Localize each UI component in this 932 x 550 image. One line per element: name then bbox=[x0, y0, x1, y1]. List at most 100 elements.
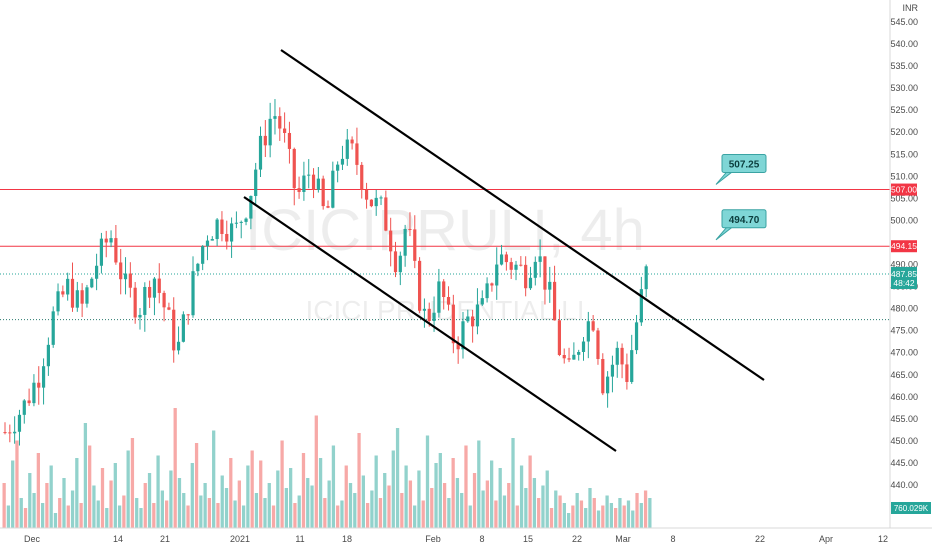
trendlines[interactable] bbox=[243, 49, 765, 452]
volume-bar bbox=[160, 490, 164, 528]
candle-body bbox=[56, 291, 60, 312]
volume-bar bbox=[464, 445, 468, 528]
time-tick-label: Mar bbox=[615, 534, 631, 544]
volume-bar bbox=[254, 493, 259, 528]
candle-body bbox=[128, 273, 132, 288]
candle-body bbox=[123, 273, 128, 280]
volume-bar bbox=[592, 498, 596, 528]
candle-body bbox=[22, 400, 26, 415]
volume-bar bbox=[241, 505, 246, 528]
volume-bar bbox=[169, 470, 173, 528]
time-tick-label: 22 bbox=[755, 534, 765, 544]
candle-body bbox=[307, 174, 311, 176]
candle-body bbox=[577, 351, 581, 355]
candle-body bbox=[422, 308, 427, 311]
candle-body bbox=[321, 178, 325, 207]
volume-bar bbox=[207, 498, 212, 528]
volume-bar bbox=[340, 500, 344, 528]
volume-bar bbox=[344, 465, 348, 528]
candle-body bbox=[369, 199, 373, 207]
volume-bar bbox=[75, 458, 79, 528]
volume-bar bbox=[194, 443, 199, 528]
volume-bar bbox=[306, 478, 310, 528]
volume-bar bbox=[173, 408, 177, 528]
volume-bar bbox=[182, 493, 186, 528]
candle-body bbox=[119, 262, 123, 280]
volume-bar bbox=[32, 493, 36, 528]
candle-body bbox=[239, 221, 243, 223]
time-tick-label: 11 bbox=[295, 534, 304, 544]
candle-body bbox=[99, 238, 104, 266]
candle-body bbox=[350, 139, 354, 144]
volume-bar bbox=[643, 490, 648, 528]
volume-bar bbox=[395, 428, 400, 528]
volume-bar bbox=[447, 498, 451, 528]
volume-bar bbox=[387, 485, 391, 528]
candle-body bbox=[17, 414, 22, 432]
volume-bar bbox=[314, 415, 318, 528]
candle-body bbox=[104, 238, 108, 243]
candle-body bbox=[601, 359, 605, 394]
time-axis[interactable]: Dec 14 21 2021 11 18 Feb 8 15 22 Mar 8 22 Apr 12 bbox=[24, 534, 888, 544]
time-tick-label: 15 bbox=[523, 534, 533, 544]
volume-bar bbox=[438, 453, 442, 528]
upper-channel-trendline[interactable] bbox=[280, 49, 765, 381]
volume-bar bbox=[614, 508, 618, 528]
volume-bar bbox=[408, 480, 413, 528]
time-tick-label: 18 bbox=[342, 534, 352, 544]
volume-bar bbox=[537, 498, 541, 528]
volume-bar bbox=[263, 498, 267, 528]
price-tick-label: 470.00 bbox=[890, 348, 918, 358]
volume-bar bbox=[417, 470, 421, 528]
volume-bar bbox=[83, 423, 88, 528]
price-callout-box[interactable] bbox=[721, 209, 767, 229]
volume-bar bbox=[413, 505, 417, 528]
price-callouts[interactable]: 507.25 494.70 bbox=[715, 153, 767, 241]
candle-body bbox=[495, 264, 499, 286]
price-tick-label: 530.00 bbox=[890, 83, 918, 93]
volume-bar bbox=[451, 458, 455, 528]
volume-bar bbox=[117, 505, 122, 528]
time-tick-label: 14 bbox=[113, 534, 123, 544]
lower-channel-trendline[interactable] bbox=[243, 196, 617, 452]
candle-body bbox=[543, 256, 547, 290]
volume-bar bbox=[276, 470, 280, 528]
volume-bar bbox=[92, 485, 96, 528]
candle-body bbox=[157, 278, 161, 293]
price-tick-label: 440.00 bbox=[890, 480, 918, 490]
volume-bar bbox=[639, 503, 643, 528]
volume-bar bbox=[425, 435, 430, 528]
candle-body bbox=[283, 128, 287, 133]
volume-bar bbox=[618, 498, 622, 528]
candle-body bbox=[205, 240, 210, 247]
candle-body bbox=[552, 281, 557, 321]
volume-bar bbox=[66, 505, 70, 528]
candle-body bbox=[586, 321, 590, 342]
volume-bar bbox=[498, 468, 502, 528]
volume-bar bbox=[2, 483, 6, 528]
candle-body bbox=[331, 170, 335, 208]
time-tick-label: 21 bbox=[160, 534, 170, 544]
candle-body bbox=[471, 316, 475, 327]
candle-body bbox=[61, 291, 65, 295]
candle-body bbox=[167, 307, 171, 310]
candle-body bbox=[254, 169, 258, 196]
last-price-text: 487.85 bbox=[891, 269, 917, 279]
volume-bar bbox=[511, 438, 515, 528]
volume-bar bbox=[327, 480, 331, 528]
volume-bar bbox=[156, 455, 160, 528]
candle-body bbox=[644, 266, 648, 290]
price-axis[interactable]: 545.00 540.00 535.00 530.00 525.00 520.00 515.… bbox=[890, 17, 918, 490]
candle-body bbox=[191, 271, 195, 316]
candle-body bbox=[548, 281, 552, 290]
price-callout-box[interactable] bbox=[721, 153, 767, 173]
candle-body bbox=[364, 189, 369, 200]
volume-bar bbox=[532, 478, 537, 528]
candle-body bbox=[340, 158, 345, 165]
volume-bar bbox=[515, 505, 519, 528]
candle-body bbox=[37, 382, 41, 388]
volume-bar bbox=[139, 508, 143, 528]
volume-bar bbox=[53, 513, 58, 528]
price-tick-label: 450.00 bbox=[890, 436, 918, 446]
